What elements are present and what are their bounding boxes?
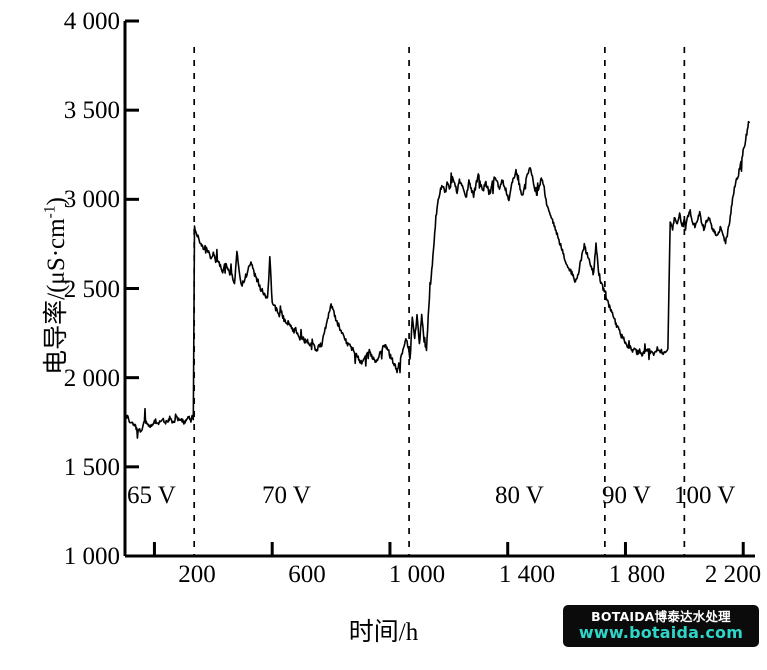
annotation-65v: 65 V <box>127 482 176 509</box>
y-tick-label-2500: 2 500 <box>63 276 120 303</box>
x-tick-label-2200: 2 200 <box>704 561 762 588</box>
y-tick-label-3500: 3 500 <box>63 97 120 124</box>
y-tick-label-1000: 1 000 <box>63 543 120 570</box>
segment-divider-lines <box>193 47 686 556</box>
y-tick-label-3000: 3 000 <box>63 186 120 213</box>
x-axis-title: 时间/h <box>348 619 419 646</box>
annotation-80v: 80 V <box>495 482 544 509</box>
y-tick-label-4000: 4 000 <box>63 8 120 35</box>
x-tick-label-600: 600 <box>288 561 326 588</box>
y-tick-label-2000: 2 000 <box>63 365 120 392</box>
x-axis-ticks <box>152 542 745 556</box>
watermark-brand: BOTAIDA博泰达水处理 <box>591 608 731 624</box>
y-axis-ticks <box>125 19 139 558</box>
watermark-badge: BOTAIDA博泰达水处理 www.botaida.com <box>563 605 759 647</box>
annotation-90v: 90 V <box>602 482 651 509</box>
x-tick-label-200: 200 <box>178 561 216 588</box>
watermark-url: www.botaida.com <box>578 622 744 642</box>
x-tick-label-1400: 1 400 <box>498 561 556 588</box>
annotation-70v: 70 V <box>262 482 311 509</box>
x-tick-label-1800: 1 800 <box>608 561 666 588</box>
y-tick-label-1500: 1 500 <box>63 454 120 481</box>
conductivity-series-line <box>124 120 750 439</box>
x-tick-label-1000: 1 000 <box>388 561 446 588</box>
